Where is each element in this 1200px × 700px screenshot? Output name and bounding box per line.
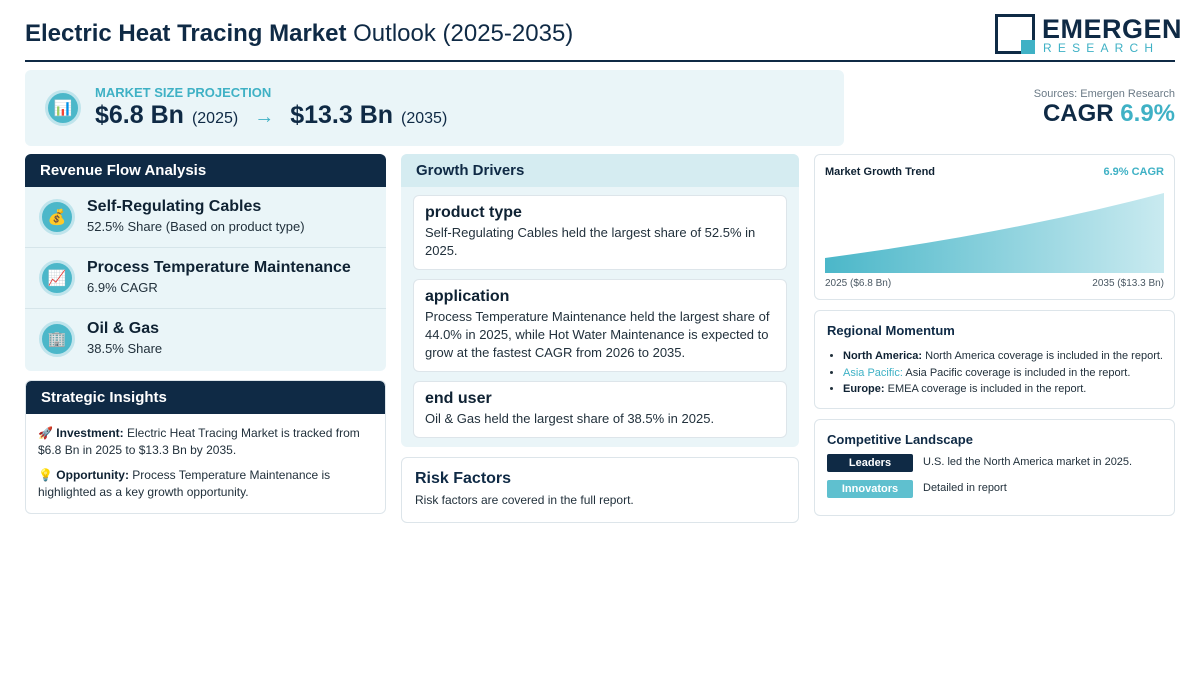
- projection-label: MARKET SIZE PROJECTION: [95, 85, 272, 100]
- innovators-badge: Innovators: [827, 480, 913, 498]
- competitor-text: Detailed in report: [923, 482, 1007, 494]
- competitor-row: Innovators Detailed in report: [827, 480, 1162, 498]
- revenue-item-subtitle: 38.5% Share: [87, 341, 163, 356]
- region-item: North America: North America coverage is…: [843, 348, 1163, 365]
- opportunity-insight: 💡 Opportunity: Process Temperature Maint…: [26, 467, 385, 501]
- driver-card: product type Self-Regulating Cables held…: [413, 195, 787, 270]
- opportunity-label: Opportunity:: [56, 468, 129, 482]
- risk-factors-body: Risk factors are covered in the full rep…: [415, 493, 634, 507]
- trend-title: Market Growth Trend: [825, 166, 936, 178]
- logo-mark-icon: [995, 14, 1035, 54]
- risk-factors-title: Risk Factors: [415, 470, 512, 487]
- page-title-bold: Electric Heat Tracing Market: [25, 20, 347, 47]
- region-text: Asia Pacific coverage is included in the…: [905, 366, 1131, 379]
- region-name: North America:: [843, 350, 923, 362]
- region-item: Asia Pacific: Asia Pacific coverage is i…: [843, 365, 1162, 382]
- investment-insight: 🚀 Investment: Electric Heat Tracing Mark…: [26, 425, 385, 459]
- investment-text: Electric Heat Tracing Market is tracked …: [38, 426, 360, 457]
- market-growth-trend-panel: Market Growth Trend 6.9% CAGR 2025 ($6.8…: [814, 154, 1175, 300]
- regional-momentum-panel: Regional Momentum North America: North A…: [814, 310, 1175, 409]
- growth-drivers-panel: Growth Drivers product type Self-Regulat…: [401, 154, 799, 447]
- region-name: Asia Pacific:: [843, 366, 903, 379]
- arrow-right-icon: →: [254, 106, 275, 128]
- revenue-item: 💰 Self-Regulating Cables 52.5% Share (Ba…: [25, 187, 386, 248]
- cagr-value: 6.9%: [1120, 100, 1175, 127]
- rocket-icon: 🚀: [38, 426, 53, 440]
- growth-area-chart: [825, 193, 1164, 273]
- driver-body: Oil & Gas held the largest share of 38.5…: [425, 411, 715, 426]
- driver-heading: application: [425, 288, 510, 305]
- revenue-item-title: Self-Regulating Cables: [87, 198, 262, 215]
- driver-heading: product type: [425, 204, 522, 221]
- leaders-badge: Leaders: [827, 454, 913, 472]
- revenue-item-subtitle: 52.5% Share (Based on product type): [87, 219, 305, 234]
- money-bag-icon: 💰: [39, 199, 75, 235]
- region-text: EMEA coverage is included in the report.: [887, 383, 1087, 395]
- logo-main-text: EMERGEN: [1042, 14, 1183, 44]
- bar-chart-icon: 📊: [45, 90, 81, 126]
- market-size-projection: 📊 MARKET SIZE PROJECTION $6.8 Bn (2025) …: [25, 70, 844, 146]
- growth-area-series: [825, 193, 1164, 273]
- driver-body: Self-Regulating Cables held the largest …: [425, 225, 756, 258]
- competitor-row: Leaders U.S. led the North America marke…: [827, 454, 1162, 472]
- end-year: (2035): [401, 110, 448, 127]
- revenue-flow-title: Revenue Flow Analysis: [25, 154, 386, 187]
- trend-cagr: 6.9% CAGR: [1103, 166, 1164, 178]
- page-title-rest: Outlook (2025-2035): [353, 20, 574, 47]
- chart-up-icon: 📈: [39, 260, 75, 296]
- regional-momentum-title: Regional Momentum: [827, 323, 955, 338]
- driver-card: application Process Temperature Maintena…: [413, 279, 787, 372]
- region-name: Europe:: [843, 383, 885, 395]
- revenue-item: 🏢 Oil & Gas 38.5% Share: [25, 309, 386, 370]
- trend-start-label: 2025 ($6.8 Bn): [825, 278, 892, 289]
- driver-heading: end user: [425, 390, 492, 407]
- competitor-text: U.S. led the North America market in 202…: [923, 456, 1133, 468]
- competitive-landscape-title: Competitive Landscape: [827, 432, 973, 447]
- page-title: Electric Heat Tracing Market Outlook (20…: [25, 20, 573, 48]
- investment-label: Investment:: [56, 426, 124, 440]
- start-value: $6.8 Bn: [95, 101, 184, 129]
- building-icon: 🏢: [39, 321, 75, 357]
- trend-end-label: 2035 ($13.3 Bn): [1092, 278, 1164, 289]
- driver-body: Process Temperature Maintenance held the…: [425, 309, 770, 360]
- end-value: $13.3 Bn: [290, 101, 394, 129]
- region-text: North America coverage is included in th…: [925, 350, 1163, 362]
- projection-values: $6.8 Bn (2025) → $13.3 Bn (2035): [95, 101, 447, 130]
- strategic-insights-panel: Strategic Insights 🚀 Investment: Electri…: [25, 380, 386, 514]
- emergen-logo: EMERGEN RESEARCH: [995, 14, 1182, 56]
- lightbulb-icon: 💡: [38, 468, 53, 482]
- competitive-landscape-panel: Competitive Landscape Leaders U.S. led t…: [814, 419, 1175, 516]
- risk-factors-panel: Risk Factors Risk factors are covered in…: [401, 457, 799, 523]
- revenue-item: 📈 Process Temperature Maintenance 6.9% C…: [25, 248, 386, 309]
- cagr-summary: CAGR 6.9%: [1043, 100, 1175, 128]
- strategic-insights-title: Strategic Insights: [26, 381, 385, 414]
- growth-drivers-title: Growth Drivers: [401, 154, 799, 187]
- driver-card: end user Oil & Gas held the largest shar…: [413, 381, 787, 438]
- sources-text: Sources: Emergen Research: [1033, 88, 1175, 100]
- start-year: (2025): [191, 110, 239, 127]
- region-item: Europe: EMEA coverage is included in the…: [843, 381, 1162, 398]
- opportunity-text: Process Temperature Maintenance is highl…: [38, 468, 331, 499]
- header-divider: [25, 60, 1175, 62]
- logo-sub-text: RESEARCH: [1043, 41, 1160, 55]
- revenue-item-subtitle: 6.9% CAGR: [87, 280, 158, 295]
- cagr-label: CAGR: [1042, 100, 1114, 127]
- revenue-item-title: Oil & Gas: [87, 320, 160, 337]
- revenue-flow-panel: Revenue Flow Analysis 💰 Self-Regulating …: [25, 154, 386, 371]
- region-list: North America: North America coverage is…: [827, 348, 1163, 398]
- revenue-item-title: Process Temperature Maintenance: [87, 259, 351, 276]
